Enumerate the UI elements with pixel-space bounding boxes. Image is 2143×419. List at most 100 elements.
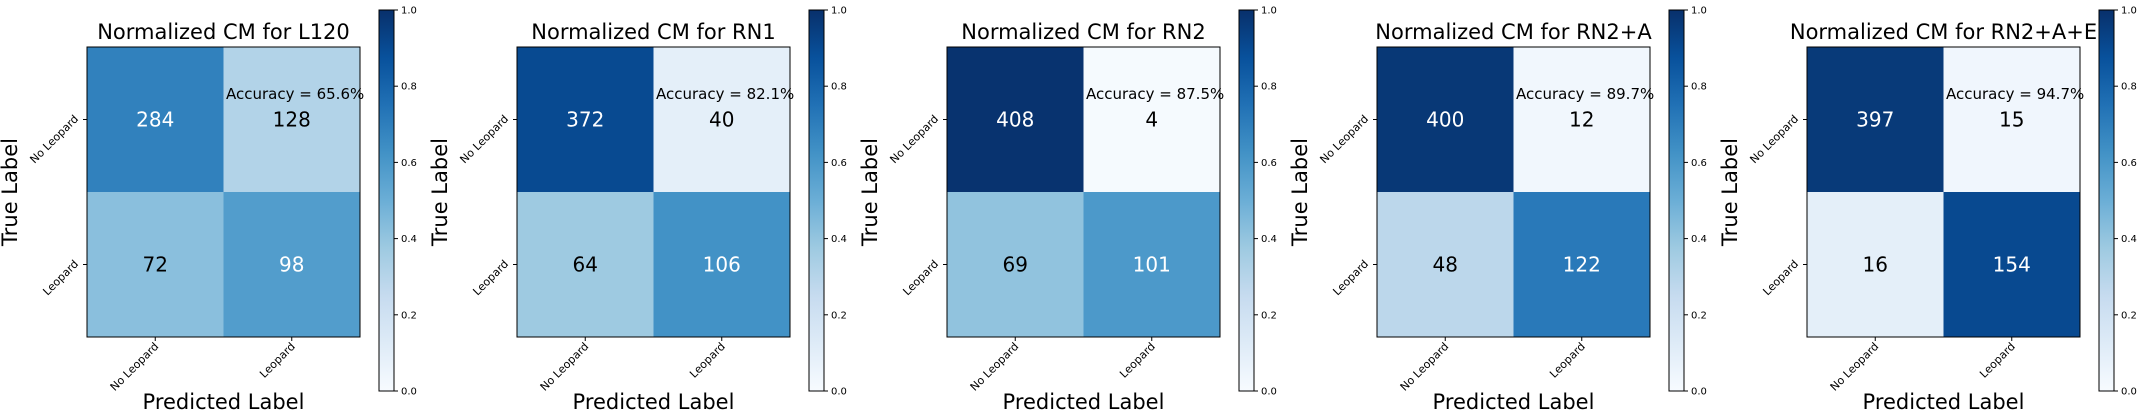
y-tick-label: Leopard [1760,257,1801,298]
colorbar-tick-label: 0.6 [1691,158,1707,169]
x-axis-label: Predicted Label [1863,390,2025,414]
y-tick-label: No Leopard [887,112,941,166]
cell-value-label: 40 [709,108,734,132]
y-tick-label: Leopard [40,257,81,298]
confusion-matrix-panel: Normalized CM for RN2+A 400 12 48 122 Accurac… [1288,6,1707,415]
y-tick-label: Leopard [1330,257,1371,298]
cell-value-label: 372 [566,108,604,132]
y-tick-label: No Leopard [1317,112,1371,166]
accuracy-annotation: Accuracy = 82.1% [656,85,794,103]
cell-value-label: 284 [136,108,174,132]
cell-value-label: 64 [573,253,598,277]
y-tick-label: No Leopard [1747,112,1801,166]
cell-value-label: 16 [1863,253,1888,277]
colorbar-tick-label: 0.6 [401,158,417,169]
colorbar-tick-label: 0.4 [1261,234,1277,245]
colorbar-tick-label: 0.2 [401,310,417,321]
chart-title: Normalized CM for RN2+A [1375,20,1652,44]
accuracy-annotation: Accuracy = 87.5% [1086,85,1224,103]
cell-value-label: 98 [279,253,304,277]
x-axis-label: Predicted Label [1433,390,1595,414]
accuracy-annotation: Accuracy = 94.7% [1946,85,2084,103]
accuracy-annotation: Accuracy = 65.6% [226,85,364,103]
colorbar-tick-label: 0.6 [1261,158,1277,169]
colorbar-tick-label: 0.4 [2121,234,2137,245]
colorbar-tick-label: 0.6 [831,158,847,169]
matrix-cell [1083,192,1220,337]
confusion-matrix-panel: Normalized CM for L120 284 128 72 98 Accuracy… [0,6,417,415]
x-tick-label: No Leopard [1828,340,1882,394]
cell-value-label: 106 [703,253,741,277]
x-tick-label: No Leopard [1398,340,1452,394]
y-tick-label: Leopard [900,257,941,298]
colorbar [1238,9,1255,392]
chart-title: Normalized CM for RN1 [531,20,775,44]
colorbar [378,9,395,392]
colorbar [2098,9,2115,392]
matrix-cell [1943,192,2080,337]
colorbar-tick-label: 0.2 [2121,310,2137,321]
colorbar-tick-label: 1.0 [1691,6,1707,17]
colorbar-tick-label: 0.0 [401,387,417,398]
axes-frame [1806,46,2081,338]
cell-value-label: 408 [996,108,1034,132]
cell-value-label: 101 [1133,253,1171,277]
y-tick-label: No Leopard [457,112,511,166]
chart-title: Normalized CM for RN2+A+E [1790,20,2097,44]
accuracy-annotation: Accuracy = 89.7% [1516,85,1654,103]
colorbar-tick-label: 0.0 [1261,387,1277,398]
matrix-cell [1807,47,1944,192]
matrix-cell [87,47,224,192]
colorbar-tick-label: 0.8 [1691,82,1707,93]
colorbar-tick-label: 1.0 [831,6,847,17]
matrix-cell [87,192,224,337]
colorbar-tick-label: 0.4 [1691,234,1707,245]
x-tick-label: Leopard [1977,340,2018,381]
cell-value-label: 4 [1145,108,1158,132]
y-axis-label: True Label [1288,138,1312,247]
y-tick-label: No Leopard [27,112,81,166]
y-axis-label: True Label [1718,138,1742,247]
cell-value-label: 128 [273,108,311,132]
matrix-cell [653,192,790,337]
axes-frame [516,46,791,338]
colorbar-tick-label: 1.0 [2121,6,2137,17]
colorbar-tick-label: 0.4 [831,234,847,245]
x-axis-label: Predicted Label [573,390,735,414]
cell-value-label: 400 [1426,108,1464,132]
cell-value-label: 48 [1433,253,1458,277]
matrix-cell [653,47,790,192]
colorbar-tick-label: 0.4 [401,234,417,245]
colorbar-tick-label: 1.0 [401,6,417,17]
matrix-cell [223,192,360,337]
colorbar-tick-label: 0.8 [831,82,847,93]
cell-value-label: 72 [143,253,168,277]
y-axis-label: True Label [0,138,22,247]
cell-value-label: 15 [1999,108,2024,132]
axes-frame [86,46,361,338]
matrix-cell [947,192,1084,337]
matrix-cell [1377,47,1514,192]
colorbar [808,9,825,392]
colorbar-tick-label: 0.0 [831,387,847,398]
confusion-matrix-panel: Normalized CM for RN2+A+E 397 15 16 154 Accur… [1718,6,2137,415]
cell-value-label: 397 [1856,108,1894,132]
axes-frame [946,46,1221,338]
matrix-cell [1513,47,1650,192]
chart-title: Normalized CM for RN2 [961,20,1205,44]
colorbar-tick-label: 0.2 [1261,310,1277,321]
colorbar-tick-label: 0.6 [2121,158,2137,169]
cell-value-label: 154 [1993,253,2031,277]
x-tick-label: No Leopard [538,340,592,394]
cell-value-label: 12 [1569,108,1594,132]
matrix-cell [1377,192,1514,337]
matrix-cell [1807,192,1944,337]
colorbar-tick-label: 1.0 [1261,6,1277,17]
matrix-cell [1943,47,2080,192]
x-axis-label: Predicted Label [143,390,305,414]
x-tick-label: No Leopard [968,340,1022,394]
axes-frame [1376,46,1651,338]
x-tick-label: Leopard [257,340,298,381]
colorbar [1668,9,1685,392]
